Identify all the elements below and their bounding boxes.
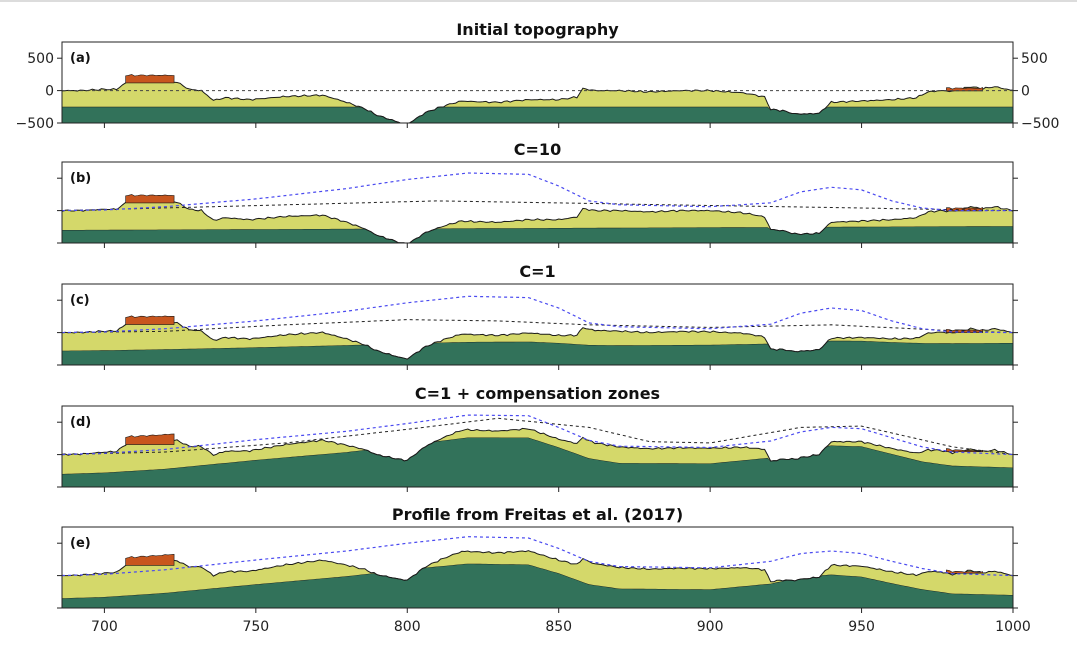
panel-frame	[61, 41, 1014, 124]
panel-label: (a)	[70, 51, 91, 66]
x-tick-label: 700	[91, 619, 118, 635]
volcanic-patch	[946, 448, 984, 452]
panel-title: Initial topography	[456, 20, 619, 39]
topography-line	[62, 79, 1013, 123]
volcanic-patch	[125, 315, 175, 325]
y-tick-label-left: −500	[16, 116, 54, 132]
panel-d: C=1 + compensation zones (d)	[57, 384, 1018, 492]
panel-frame	[61, 405, 1014, 488]
panel-title: C=10	[514, 140, 561, 159]
panel-e: Profile from Freitas et al. (2017) (e) 700…	[57, 505, 1031, 635]
flexure-line-black	[62, 200, 1013, 212]
volcanic-patch	[125, 553, 175, 566]
x-tick-label: 950	[848, 619, 875, 635]
panel-b: C=10 (b)	[57, 140, 1018, 248]
sediment-area	[62, 428, 1013, 474]
flexure-line-blue	[62, 172, 1013, 212]
plot-area	[62, 295, 1013, 365]
flexure-line-black	[62, 417, 1013, 456]
flexure-line-black	[62, 319, 1013, 334]
topography-line	[62, 199, 1013, 243]
volcanic-patch	[125, 433, 175, 445]
y-tick-label-right: 500	[1021, 51, 1048, 67]
plot-area	[62, 414, 1013, 487]
panel-title: C=1	[519, 262, 555, 281]
sediment-area	[62, 321, 1013, 360]
x-tick-label: 850	[545, 619, 572, 635]
topography-line	[62, 427, 1013, 462]
mantle-area	[62, 106, 1013, 123]
panel-frame	[61, 526, 1014, 609]
x-tick-label: 900	[697, 619, 724, 635]
panel-title: C=1 + compensation zones	[415, 384, 660, 403]
y-tick-label-left: 0	[45, 84, 54, 100]
flexure-line-blue	[62, 295, 1013, 334]
panel-label: (b)	[70, 171, 91, 186]
panel-title: Profile from Freitas et al. (2017)	[392, 505, 683, 524]
sediment-area	[62, 550, 1013, 599]
sediment-area	[62, 80, 1013, 123]
panel-label: (e)	[70, 536, 91, 551]
topography-line	[62, 320, 1013, 360]
plot-area	[62, 172, 1013, 243]
panel-a: Initial topography (a) 500 500 0 0 −500 −500	[16, 20, 1060, 132]
x-tick-label: 800	[394, 619, 421, 635]
panel-frame	[61, 283, 1014, 366]
volcanic-patch	[125, 74, 175, 84]
plot-area	[62, 536, 1013, 608]
panel-c: C=1 (c)	[57, 262, 1018, 370]
plot-area	[62, 74, 1013, 123]
volcanic-patch	[125, 194, 175, 204]
volcanic-patch	[946, 569, 984, 574]
flexure-line-blue	[62, 536, 1013, 577]
y-tick-label-left: 500	[27, 51, 54, 67]
panel-frame	[61, 161, 1014, 244]
flexure-line-blue	[62, 414, 1013, 456]
x-tick-label: 1000	[995, 619, 1031, 635]
volcanic-patch	[946, 87, 984, 92]
topography-line	[62, 550, 1013, 583]
x-tick-label: 750	[242, 619, 269, 635]
y-tick-label-right: −500	[1021, 116, 1059, 132]
y-tick-label-right: 0	[1021, 84, 1030, 100]
sediment-area	[62, 200, 1013, 243]
panel-label: (d)	[70, 415, 91, 430]
panel-label: (c)	[70, 293, 90, 308]
